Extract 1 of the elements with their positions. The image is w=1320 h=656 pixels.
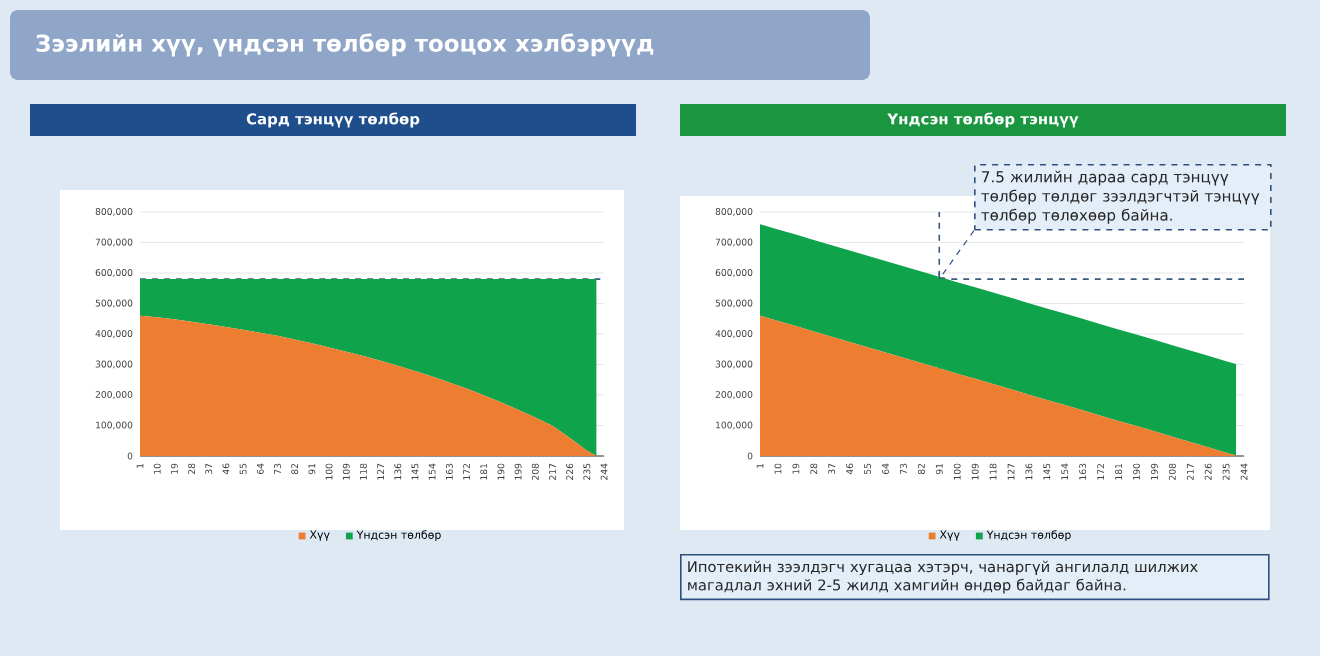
text: Зээлийн хүү, үндсэн төлбөр тооцох хэлбэрүүд (36, 33, 654, 57)
